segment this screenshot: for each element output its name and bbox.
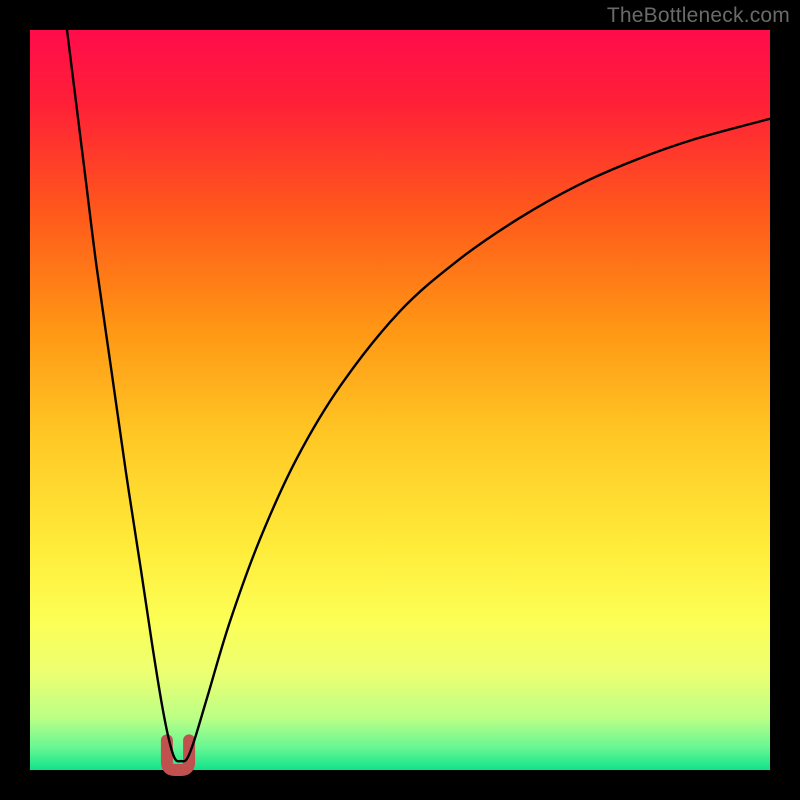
source-watermark: TheBottleneck.com xyxy=(607,4,790,28)
chart-plot-area xyxy=(30,30,770,770)
bottleneck-chart xyxy=(0,0,800,800)
